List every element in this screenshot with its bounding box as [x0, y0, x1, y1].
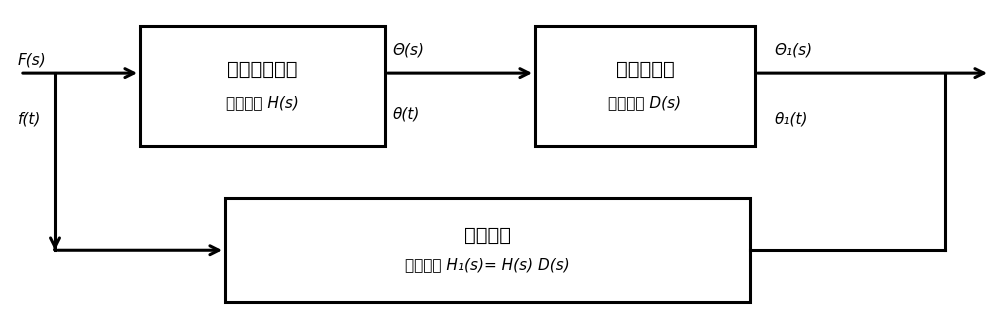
Text: θ₁(t): θ₁(t): [775, 111, 808, 126]
Bar: [535, 26, 755, 146]
Text: Θ₁(s): Θ₁(s): [775, 43, 813, 58]
Text: 传递函数 D(s): 传递函数 D(s): [608, 96, 682, 111]
Text: f(t): f(t): [18, 111, 41, 126]
Text: 等效系统: 等效系统: [464, 226, 511, 245]
Text: 推力测量系统: 推力测量系统: [227, 60, 298, 79]
Text: 传递函数 H₁(s)= H(s) D(s): 传递函数 H₁(s)= H(s) D(s): [405, 257, 570, 272]
Text: Θ(s): Θ(s): [393, 43, 425, 58]
Text: θ(t): θ(t): [393, 106, 420, 121]
Bar: [140, 26, 385, 146]
Text: F(s): F(s): [18, 53, 47, 68]
Text: 传递函数 H(s): 传递函数 H(s): [226, 96, 299, 111]
Bar: [225, 198, 750, 302]
Text: 数字滤波器: 数字滤波器: [616, 60, 674, 79]
